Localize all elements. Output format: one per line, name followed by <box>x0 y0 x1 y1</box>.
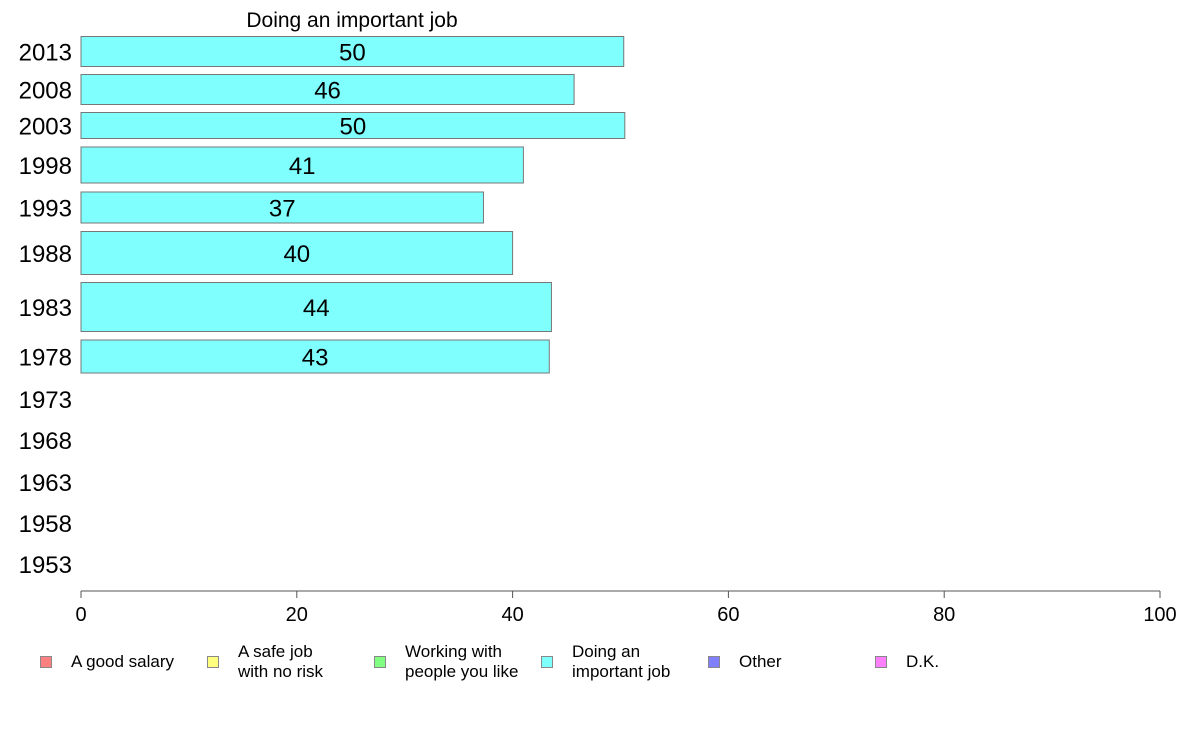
chart-title: Doing an important job <box>246 9 457 32</box>
y-tick-label: 1953 <box>19 552 72 579</box>
data-label: 46 <box>314 78 341 105</box>
y-tick-label: 1958 <box>19 511 72 538</box>
y-tick-label: 2008 <box>19 78 72 105</box>
legend-label: A safe job with no risk <box>238 642 324 681</box>
legend-label: D.K. <box>906 652 940 671</box>
legend-item: Working with people you like <box>374 640 518 684</box>
data-label: 40 <box>283 241 310 268</box>
data-label: 37 <box>269 196 296 223</box>
bar <box>80 231 514 275</box>
legend-item: Other <box>708 640 782 684</box>
legend-swatch <box>40 656 52 668</box>
data-label: 43 <box>302 345 329 372</box>
bar <box>80 282 552 332</box>
legend-swatch <box>708 656 720 668</box>
y-tick-label: 1988 <box>19 241 72 268</box>
legend-item: A safe job with no risk <box>207 640 323 684</box>
y-tick-label: 1973 <box>19 387 72 414</box>
x-tick-label: 0 <box>75 604 86 626</box>
y-tick-label: 1978 <box>19 345 72 372</box>
x-tick-label: 40 <box>501 604 523 626</box>
y-tick-label: 1968 <box>19 428 72 455</box>
legend-label: Doing an important job <box>572 642 671 681</box>
bar <box>80 74 575 105</box>
legend-swatch <box>207 656 219 668</box>
data-label: 50 <box>340 114 367 141</box>
data-label: 50 <box>339 40 366 67</box>
legend-label: A good salary <box>71 652 175 671</box>
y-tick-label: 1998 <box>19 153 72 180</box>
legend-item: Doing an important job <box>541 640 670 684</box>
legend-swatch <box>374 656 386 668</box>
data-label: 44 <box>303 295 330 322</box>
legend-swatch <box>541 656 553 668</box>
data-label: 41 <box>289 153 316 180</box>
legend-label: Working with people you like <box>405 642 519 681</box>
x-tick-label: 80 <box>933 604 955 626</box>
legend-item: D.K. <box>875 640 939 684</box>
legend-swatch <box>875 656 887 668</box>
legend-item: A good salary <box>40 640 174 684</box>
bar <box>80 36 625 67</box>
bar <box>80 191 484 224</box>
x-tick-label: 60 <box>717 604 739 626</box>
x-tick-label: 100 <box>1143 604 1176 626</box>
bar-chart: Doing an important job 2013 50 2008 46 2003 50… <box>19 9 1177 626</box>
y-tick-label: 2013 <box>19 40 72 67</box>
x-tick-label: 20 <box>286 604 308 626</box>
bar <box>80 339 550 374</box>
y-tick-label: 2003 <box>19 114 72 141</box>
bar <box>80 146 524 184</box>
y-tick-label: 1963 <box>19 470 72 497</box>
y-tick-label: 1993 <box>19 196 72 223</box>
bar <box>80 112 626 139</box>
y-tick-label: 1983 <box>19 295 72 322</box>
legend-label: Other <box>739 652 782 671</box>
legend: A good salary A safe job with no risk Work… <box>0 640 1188 690</box>
